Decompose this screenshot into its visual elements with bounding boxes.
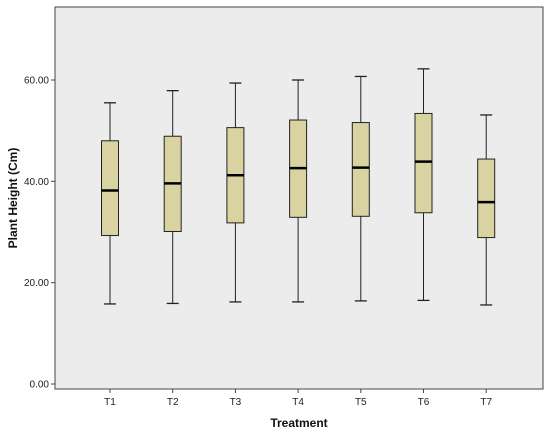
x-tick-label: T1 (104, 397, 116, 408)
x-tick-label: T2 (167, 397, 179, 408)
box-t4 (289, 79, 308, 303)
x-tick-label: T3 (230, 397, 242, 408)
iqr-box (477, 158, 496, 239)
box-series (101, 68, 496, 306)
iqr-box (414, 112, 433, 214)
y-axis: 0.00 20.00 40.00 60.00 (24, 76, 55, 391)
box-t2 (163, 89, 182, 305)
x-tick-label: T6 (418, 397, 430, 408)
box-t6 (414, 68, 433, 302)
y-axis-title: Plant Height (Cm) (6, 148, 20, 249)
x-tick-label: T4 (292, 397, 304, 408)
x-tick-label: T5 (355, 397, 367, 408)
box-t1 (101, 102, 119, 305)
y-tick-label: 60.00 (24, 76, 49, 87)
x-axis: T1 T2 T3 T4 T5 T6 T7 (104, 389, 492, 408)
x-axis-title: Treatment (270, 416, 327, 430)
box-t7 (477, 114, 496, 306)
y-tick-label: 40.00 (24, 177, 49, 188)
iqr-box (351, 122, 370, 217)
x-tick-label: T7 (480, 397, 492, 408)
y-tick-label: 20.00 (24, 278, 49, 289)
box-t5 (351, 75, 370, 302)
box-t3 (226, 82, 245, 303)
y-tick-label: 0.00 (30, 380, 50, 391)
iqr-box (101, 140, 119, 237)
